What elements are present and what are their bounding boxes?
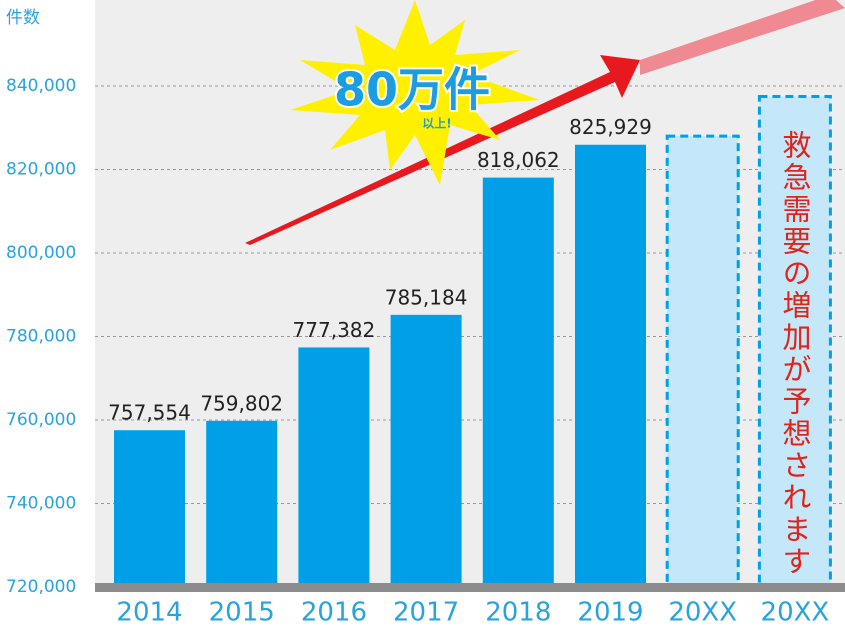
x-tick-label: 2016 [301, 598, 367, 628]
note: 救急需要の増加が予想されます [778, 130, 812, 578]
x-tick-label: 20XX [761, 598, 830, 628]
value-label: 757,554 [108, 401, 191, 425]
callout-sub: 以上! [422, 116, 451, 131]
x-tick-label: 2017 [393, 598, 459, 628]
x-tick-label: 2015 [209, 598, 275, 628]
x-tick-label: 2014 [116, 598, 182, 628]
chart: 757,554 759,802 777,382 785,184 818,062 825,9… [0, 0, 845, 628]
value-label: 759,802 [200, 391, 283, 415]
value-label: 777,382 [293, 318, 376, 342]
bar [391, 315, 462, 587]
y-axis-label: 件数 [6, 8, 40, 28]
x-tick-label: 2018 [485, 598, 551, 628]
bar [575, 145, 646, 587]
y-tick-label: 760,000 [6, 410, 76, 430]
y-tick-label: 840,000 [6, 76, 76, 96]
y-tick-label: 780,000 [6, 327, 76, 347]
callout: 80万件 [334, 63, 490, 117]
bar [206, 421, 277, 587]
x-tick-label: 20XX [668, 598, 737, 628]
baseline [95, 583, 845, 592]
y-tick-label: 800,000 [6, 243, 76, 263]
x-tick-label: 2019 [577, 598, 643, 628]
y-tick-label: 740,000 [6, 494, 76, 514]
bar [114, 430, 185, 587]
value-label: 825,929 [569, 115, 652, 139]
bar [298, 347, 369, 587]
value-label: 785,184 [385, 285, 468, 309]
y-tick-label: 720,000 [6, 577, 76, 597]
bar [483, 178, 554, 587]
y-tick-label: 820,000 [6, 160, 76, 180]
value-label: 818,062 [477, 148, 560, 172]
projected-bar [667, 136, 738, 587]
